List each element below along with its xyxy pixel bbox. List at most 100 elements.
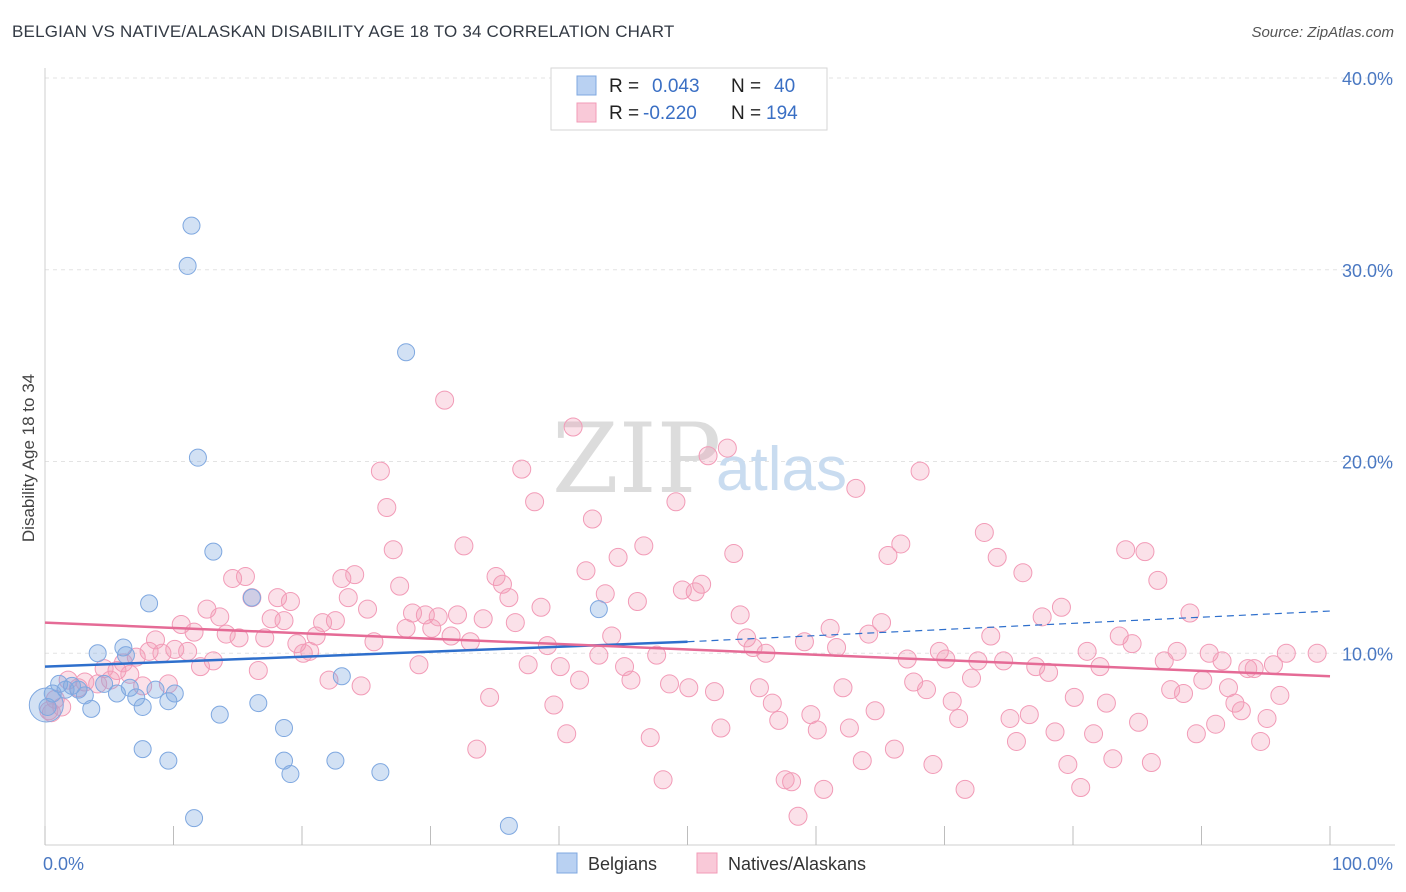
native-point bbox=[794, 632, 814, 652]
belgians-legend-swatch bbox=[576, 75, 597, 96]
natives-legend-swatch bbox=[576, 102, 597, 123]
native-point bbox=[884, 739, 904, 759]
native-point bbox=[981, 626, 1001, 646]
native-point bbox=[1064, 687, 1084, 707]
belgians-series bbox=[28, 216, 608, 835]
native-point bbox=[1058, 754, 1078, 774]
native-point bbox=[531, 597, 551, 617]
native-point bbox=[891, 534, 911, 554]
native-point bbox=[428, 607, 448, 627]
native-point bbox=[679, 678, 699, 698]
native-point bbox=[653, 770, 673, 790]
native-point bbox=[1180, 603, 1200, 623]
y-tick-label: 40.0% bbox=[1342, 69, 1393, 89]
source-credit: Source: ZipAtlas.com bbox=[1251, 24, 1394, 41]
native-point bbox=[955, 779, 975, 799]
native-point bbox=[917, 680, 937, 700]
native-point bbox=[698, 446, 718, 466]
native-point bbox=[749, 678, 769, 698]
native-point bbox=[1071, 777, 1091, 797]
native-point bbox=[737, 628, 757, 648]
belgians-legend-box bbox=[556, 852, 578, 874]
native-point bbox=[640, 728, 660, 748]
native-point bbox=[505, 613, 525, 633]
native-point bbox=[550, 657, 570, 677]
native-point bbox=[248, 661, 268, 681]
belgian-point bbox=[188, 448, 207, 467]
native-point bbox=[910, 461, 930, 481]
native-point bbox=[1006, 731, 1026, 751]
belgian-point bbox=[281, 765, 300, 784]
native-point bbox=[724, 544, 744, 564]
native-point bbox=[878, 545, 898, 565]
native-point bbox=[480, 687, 500, 707]
series-legend: Belgians Natives/Alaskans bbox=[556, 852, 866, 874]
belgian-point bbox=[88, 644, 107, 663]
native-point bbox=[338, 588, 358, 608]
belgians-trendline-extension bbox=[687, 610, 1331, 643]
native-point bbox=[589, 645, 609, 665]
native-point bbox=[769, 710, 789, 730]
native-point bbox=[602, 626, 622, 646]
native-point bbox=[949, 708, 969, 728]
native-point bbox=[210, 607, 230, 627]
native-point bbox=[377, 498, 397, 518]
belgian-point bbox=[165, 684, 184, 703]
belgian-point bbox=[146, 680, 165, 699]
native-point bbox=[409, 655, 429, 675]
native-point bbox=[454, 536, 474, 556]
belgian-point bbox=[127, 688, 146, 707]
native-point bbox=[1039, 662, 1059, 682]
native-point bbox=[325, 611, 345, 631]
native-point bbox=[107, 661, 127, 681]
native-point bbox=[1174, 684, 1194, 704]
native-point bbox=[447, 605, 467, 625]
y-tick-label: 20.0% bbox=[1342, 453, 1393, 473]
native-point bbox=[422, 618, 442, 638]
belgian-point bbox=[159, 751, 178, 770]
native-point bbox=[627, 591, 647, 611]
y-tick-label: 10.0% bbox=[1342, 644, 1393, 664]
native-point bbox=[872, 613, 892, 633]
native-point bbox=[383, 540, 403, 560]
native-point bbox=[518, 655, 538, 675]
native-point bbox=[1161, 680, 1181, 700]
native-point bbox=[660, 674, 680, 694]
native-point bbox=[1000, 708, 1020, 728]
native-point bbox=[621, 670, 641, 690]
native-point bbox=[486, 567, 506, 587]
belgian-point bbox=[204, 542, 223, 561]
x-tick-label: 0.0% bbox=[43, 854, 84, 874]
belgian-point bbox=[82, 699, 101, 718]
native-point bbox=[1019, 705, 1039, 725]
native-point bbox=[820, 618, 840, 638]
native-point bbox=[473, 609, 493, 629]
native-point bbox=[1186, 724, 1206, 744]
native-point bbox=[390, 576, 410, 596]
native-point bbox=[332, 568, 352, 588]
belgian-point bbox=[140, 594, 159, 613]
belgian-point bbox=[28, 687, 64, 723]
native-point bbox=[942, 691, 962, 711]
native-point bbox=[1193, 670, 1213, 690]
native-point bbox=[827, 637, 847, 657]
native-point bbox=[190, 657, 210, 677]
native-point bbox=[1225, 693, 1245, 713]
native-point bbox=[1206, 714, 1226, 734]
native-point bbox=[1231, 701, 1251, 721]
native-point bbox=[923, 754, 943, 774]
native-point bbox=[1141, 753, 1161, 773]
native-point bbox=[974, 522, 994, 542]
legend-n-value-1: 40 bbox=[774, 76, 795, 97]
y-tick-label: 30.0% bbox=[1342, 261, 1393, 281]
native-point bbox=[274, 611, 294, 631]
native-point bbox=[814, 779, 834, 799]
native-point bbox=[184, 622, 204, 642]
belgian-point bbox=[133, 697, 152, 716]
native-point bbox=[255, 628, 275, 648]
native-point bbox=[762, 693, 782, 713]
y-axis-label: Disability Age 18 to 34 bbox=[19, 374, 38, 542]
natives-legend-label: Natives/Alaskans bbox=[728, 854, 866, 874]
native-point bbox=[1135, 542, 1155, 562]
